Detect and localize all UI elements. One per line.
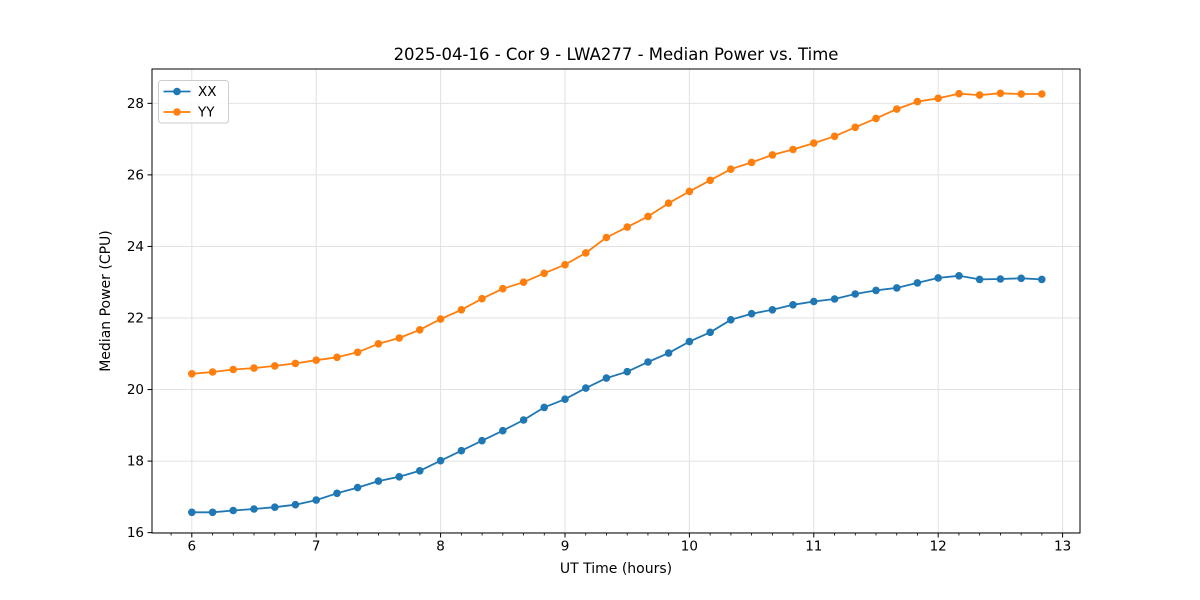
svg-text:22: 22 bbox=[127, 310, 144, 326]
svg-text:24: 24 bbox=[127, 239, 144, 255]
series-XX-line bbox=[190, 274, 1043, 514]
legend-item-XX: XX bbox=[163, 84, 217, 100]
svg-text:28: 28 bbox=[127, 96, 144, 112]
legend-item-YY: YY bbox=[163, 104, 215, 120]
svg-text:13: 13 bbox=[1054, 539, 1071, 555]
svg-text:26: 26 bbox=[127, 167, 144, 183]
svg-text:20: 20 bbox=[127, 382, 144, 398]
legend: XX YY bbox=[158, 80, 229, 124]
svg-text:7: 7 bbox=[312, 539, 321, 555]
svg-text:11: 11 bbox=[805, 539, 822, 555]
series-XX bbox=[188, 272, 1046, 517]
svg-text:12: 12 bbox=[930, 539, 947, 555]
y-tick-labels: 16 18 20 22 24 26 28 bbox=[127, 96, 144, 541]
legend-label-XX: XX bbox=[198, 84, 217, 100]
chart-title: 2025-04-16 - Cor 9 - LWA277 - Median Pow… bbox=[393, 45, 839, 64]
y-axis-label: Median Power (CPU) bbox=[98, 230, 114, 372]
x-axis-label: UT Time (hours) bbox=[559, 561, 673, 577]
svg-text:18: 18 bbox=[127, 454, 144, 470]
grid bbox=[152, 69, 1080, 534]
svg-text:10: 10 bbox=[681, 539, 698, 555]
ticks bbox=[147, 102, 1064, 538]
series-YY-line bbox=[190, 92, 1043, 375]
svg-text:9: 9 bbox=[561, 539, 570, 555]
svg-text:8: 8 bbox=[436, 539, 445, 555]
svg-text:6: 6 bbox=[188, 539, 197, 555]
svg-text:16: 16 bbox=[127, 525, 144, 541]
series-YY-markers bbox=[188, 89, 1046, 378]
series-YY bbox=[188, 89, 1046, 378]
legend-label-YY: YY bbox=[197, 104, 215, 120]
axes-spines bbox=[151, 68, 1081, 534]
x-tick-labels: 6 7 8 9 10 11 12 13 bbox=[188, 539, 1072, 555]
series-XX-markers bbox=[188, 272, 1046, 517]
